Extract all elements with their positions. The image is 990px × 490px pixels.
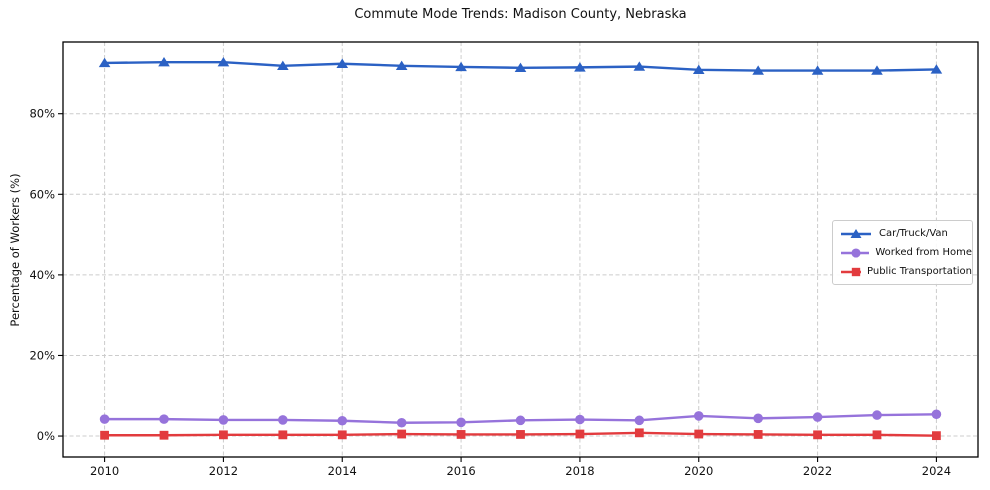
y-axis-ticks: 0% 20% 40% 60% 80% — [29, 107, 63, 443]
marker-square — [851, 267, 861, 276]
marker-circle — [753, 413, 763, 424]
marker-square — [872, 430, 882, 440]
legend-label: Worked from Home — [875, 247, 972, 258]
legend-label: Car/Truck/Van — [879, 228, 948, 239]
legend: Car/Truck/Van Worked from Home Public Tr… — [832, 220, 973, 285]
series-worked-from-home — [99, 409, 942, 428]
marker-triangle — [336, 58, 349, 68]
y-tick-label: 0% — [37, 429, 55, 443]
x-tick-label: 2012 — [209, 464, 238, 478]
y-tick-label: 80% — [29, 107, 55, 121]
legend-line-square-icon — [841, 267, 862, 276]
marker-circle — [337, 415, 348, 426]
marker-square — [219, 430, 228, 440]
marker-square — [694, 429, 704, 439]
marker-square — [634, 428, 644, 438]
marker-circle — [575, 414, 585, 425]
marker-triangle — [871, 65, 883, 75]
series-public-transportation — [100, 428, 941, 441]
legend-item-worked-from-home: Worked from Home — [839, 243, 972, 262]
x-tick-label: 2020 — [684, 464, 713, 478]
marker-triangle — [752, 65, 764, 75]
x-tick-label: 2024 — [922, 464, 951, 478]
marker-circle — [515, 415, 526, 426]
legend-item-public-transportation: Public Transportation — [839, 262, 972, 281]
marker-circle — [851, 247, 861, 258]
legend-label: Public Transportation — [867, 266, 972, 277]
x-tick-label: 2022 — [803, 464, 832, 478]
x-tick-label: 2018 — [565, 464, 594, 478]
marker-circle — [396, 417, 407, 428]
marker-circle — [872, 410, 882, 420]
legend-item-car-truck-van: Car/Truck/Van — [839, 224, 972, 243]
marker-square — [456, 430, 466, 439]
y-tick-label: 40% — [29, 268, 55, 282]
marker-square — [278, 430, 288, 440]
marker-circle — [634, 415, 645, 426]
marker-square — [575, 429, 585, 439]
marker-triangle — [514, 62, 527, 72]
marker-triangle — [930, 64, 943, 74]
marker-triangle — [395, 60, 408, 70]
marker-square — [100, 430, 109, 440]
marker-square — [159, 430, 169, 440]
marker-triangle — [455, 61, 467, 72]
marker-triangle — [98, 57, 111, 68]
marker-triangle — [811, 65, 824, 75]
series-car-truck-van — [98, 56, 943, 75]
y-tick-label: 20% — [29, 348, 55, 362]
marker-square — [516, 430, 525, 439]
marker-triangle — [850, 228, 862, 238]
marker-square — [813, 430, 822, 440]
marker-circle — [931, 409, 942, 420]
marker-triangle — [277, 60, 289, 70]
legend-line-circle-icon — [841, 247, 870, 258]
marker-square — [753, 430, 763, 439]
x-tick-label: 2016 — [446, 464, 475, 478]
marker-triangle — [633, 61, 646, 71]
chart-title: Commute Mode Trends: Madison County, Neb… — [354, 7, 687, 22]
marker-triangle — [158, 56, 170, 67]
x-tick-label: 2014 — [328, 464, 357, 478]
marker-circle — [218, 415, 229, 425]
marker-circle — [456, 417, 466, 428]
marker-circle — [693, 411, 704, 421]
marker-circle — [812, 412, 823, 422]
marker-square — [397, 429, 407, 439]
legend-line-triangle-icon — [841, 228, 871, 238]
marker-square — [932, 431, 941, 441]
x-axis-ticks: 2010 2012 2014 2016 2018 2020 2022 2024 — [90, 457, 951, 478]
marker-triangle — [574, 62, 586, 72]
marker-triangle — [692, 64, 705, 75]
x-tick-label: 2010 — [90, 464, 119, 478]
marker-triangle — [217, 56, 230, 67]
y-tick-label: 60% — [29, 187, 55, 201]
plot-border — [62, 41, 979, 458]
marker-circle — [159, 414, 169, 424]
marker-square — [337, 430, 347, 440]
marker-circle — [278, 415, 288, 425]
marker-circle — [99, 414, 110, 424]
